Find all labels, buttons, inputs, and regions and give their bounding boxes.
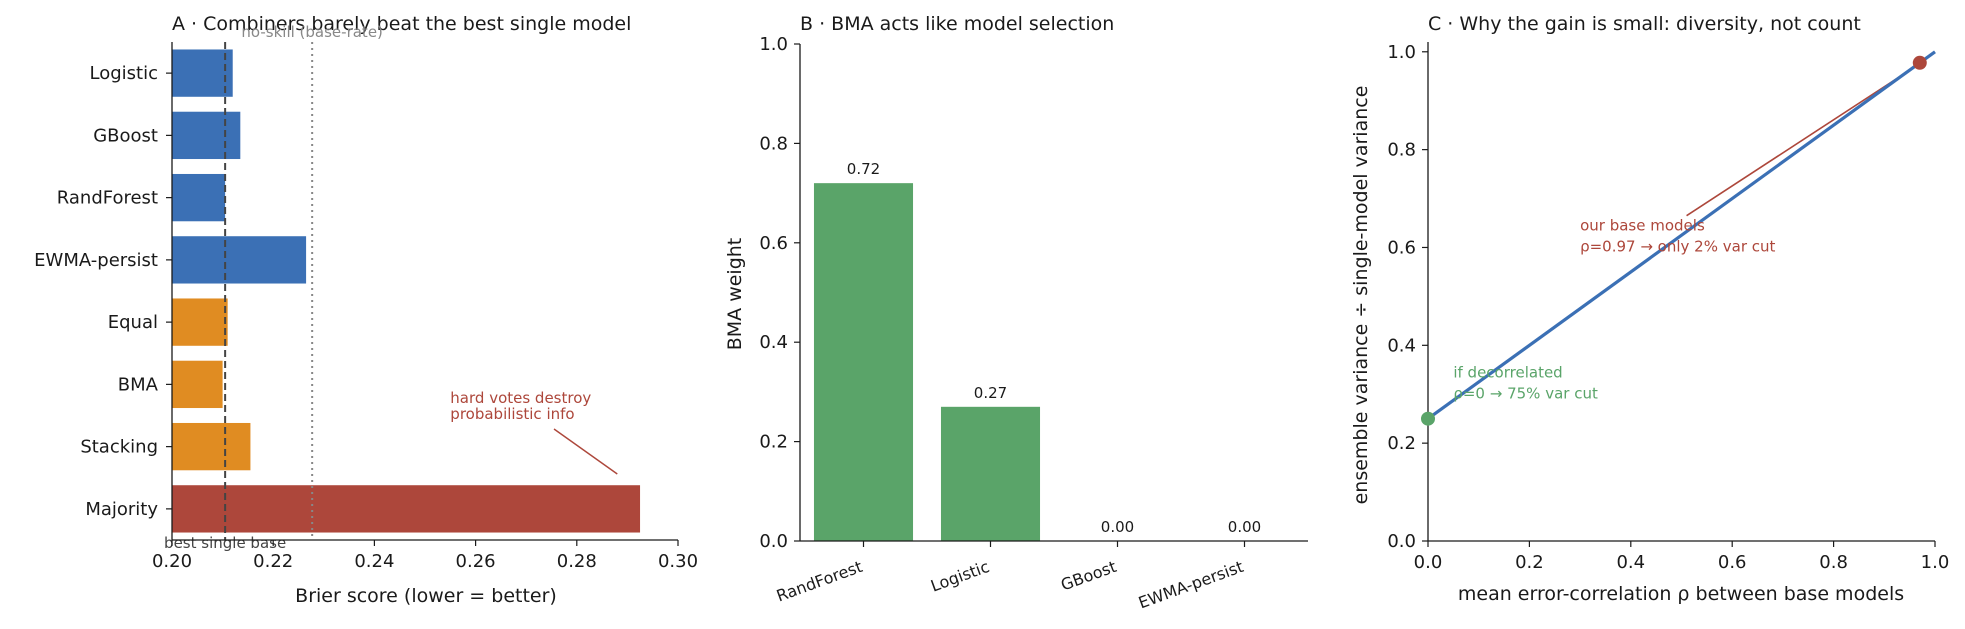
bar-bma [172, 360, 223, 409]
y-tick-label: 0.6 [759, 233, 788, 254]
panel-c-marks: 0.0 0.2 0.4 0.6 0.8 1.0 0.0 0.2 0.4 0.6 0.8 1.0 our … [1387, 42, 1949, 573]
x-tick-label: 0.26 [456, 551, 496, 572]
bar-equal [172, 298, 228, 346]
y-tick-label: 0.0 [1387, 531, 1416, 552]
y-tick-label: RandForest [57, 188, 158, 209]
panel-c-title: C · Why the gain is small: diversity, no… [1428, 13, 1861, 35]
y-tick-label: 0.8 [1387, 140, 1416, 161]
annotation-arrow [1686, 68, 1913, 217]
bar-gboost [172, 111, 241, 160]
panel-a-marks: Logistic GBoost RandForest EWMA-persist Equa… [34, 23, 698, 572]
bar-logistic [940, 406, 1041, 541]
y-tick-label: EWMA-persist [34, 250, 158, 271]
y-tick-label: BMA [118, 374, 159, 395]
y-tick-label: Equal [108, 312, 158, 333]
bar-value-label: 0.27 [974, 384, 1007, 402]
panel-a-brier-chart: A · Combiners barely beat the best singl… [34, 13, 698, 607]
x-tick-label: 0.24 [354, 551, 394, 572]
y-tick-label: Stacking [80, 437, 158, 458]
x-tick-label: RandForest [774, 557, 865, 606]
y-tick-label: 0.8 [759, 133, 788, 154]
panel-b-bma-weights: B · BMA acts like model selection 0.72 Ra… [724, 13, 1308, 612]
best-single-label: best single base [164, 534, 286, 552]
panel-c-ylabel: ensemble variance ÷ single-model varianc… [1350, 86, 1372, 505]
bar-value-label: 0.00 [1228, 518, 1261, 536]
x-tick-label: 0.6 [1718, 552, 1747, 573]
bar-stacking [172, 422, 251, 471]
bar-ewma-persist [172, 236, 307, 284]
bar-logistic [172, 49, 233, 97]
panel-b-ylabel: BMA weight [724, 238, 746, 351]
y-tick-label: 0.0 [759, 531, 788, 552]
panel-c-xlabel: mean error-correlation ρ between base mo… [1458, 583, 1904, 605]
annotation-base-models: ρ=0.97 → only 2% var cut [1580, 238, 1775, 256]
x-tick-label: 0.22 [253, 551, 293, 572]
y-tick-label: 0.2 [759, 432, 788, 453]
y-tick-label: Majority [85, 499, 158, 520]
bar-value-label: 0.00 [1101, 518, 1134, 536]
x-tick-label: 0.20 [152, 551, 192, 572]
x-tick-label: 0.30 [658, 551, 698, 572]
annotation-decorrelated: if decorrelated [1453, 363, 1562, 381]
annotation-base-models: our base models [1580, 217, 1705, 235]
x-tick-label: 0.0 [1414, 552, 1443, 573]
y-tick-label: 0.6 [1387, 237, 1416, 258]
annotation-arrow [553, 428, 618, 475]
x-tick-label: 1.0 [1921, 552, 1950, 573]
y-tick-label: GBoost [93, 125, 158, 146]
x-tick-label: 0.8 [1819, 552, 1848, 573]
panel-b-marks: 0.72RandForest0.27Logistic0.00GBoost0.00… [759, 34, 1308, 612]
x-tick-label: GBoost [1058, 557, 1119, 595]
x-tick-label: 0.28 [557, 551, 597, 572]
bar-value-label: 0.72 [847, 160, 880, 178]
no-skill-label: no-skill (base-rate) [241, 23, 383, 41]
panel-b-title: B · BMA acts like model selection [800, 13, 1114, 35]
y-tick-label: 1.0 [759, 34, 788, 55]
x-tick-label: EWMA-persist [1136, 557, 1246, 613]
y-tick-label: 0.4 [1387, 335, 1416, 356]
annotation-decorrelated: ρ=0 → 75% var cut [1453, 384, 1598, 402]
variance-line [1427, 50, 1936, 420]
bar-randforest [172, 173, 226, 222]
y-tick-label: 0.2 [1387, 433, 1416, 454]
annotation-hard-votes: probabilistic info [450, 405, 574, 423]
y-tick-label: 1.0 [1387, 42, 1416, 63]
x-tick-label: 0.2 [1515, 552, 1544, 573]
decorrelated-point [1421, 411, 1435, 426]
bar-randforest [813, 183, 914, 541]
annotation-hard-votes: hard votes destroy [450, 389, 591, 407]
y-tick-label: 0.4 [759, 332, 788, 353]
y-tick-label: Logistic [90, 63, 158, 84]
panel-c-diversity: C · Why the gain is small: diversity, no… [1350, 13, 1949, 605]
x-tick-label: 0.4 [1616, 552, 1645, 573]
bar-majority [172, 485, 641, 533]
x-tick-label: Logistic [928, 557, 992, 596]
panel-a-xlabel: Brier score (lower = better) [295, 585, 557, 607]
panel-a-title: A · Combiners barely beat the best singl… [172, 13, 631, 35]
base-models-point [1912, 55, 1927, 70]
